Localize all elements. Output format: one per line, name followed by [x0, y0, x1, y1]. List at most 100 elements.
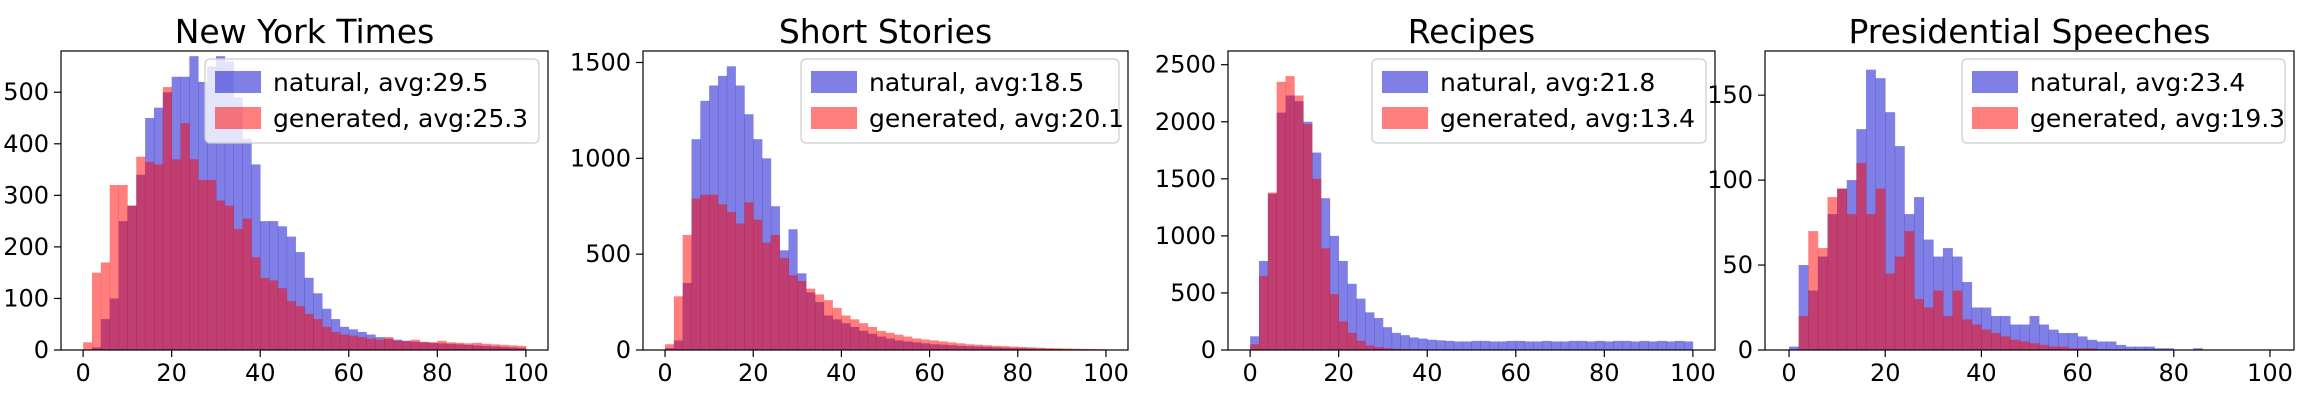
- bar-natural-3-8: [1865, 69, 1876, 350]
- bar-natural-2-49: [1684, 341, 1694, 350]
- bar-natural-2-23: [1453, 341, 1463, 350]
- bar-generated-0-12: [189, 159, 199, 350]
- bar-natural-2-33: [1542, 340, 1552, 350]
- x-tick-label: 40: [1412, 359, 1443, 387]
- bar-generated-0-32: [366, 338, 376, 350]
- bar-generated-2-6: [1303, 124, 1313, 350]
- bar-generated-0-7: [145, 161, 155, 350]
- bar-generated-1-25: [885, 332, 895, 350]
- bar-generated-1-15: [797, 281, 807, 350]
- bar-generated-1-29: [920, 339, 930, 350]
- bar-natural-3-18: [1962, 282, 1973, 350]
- bar-natural-2-41: [1613, 340, 1623, 350]
- bar-natural-0-19: [251, 164, 261, 350]
- bar-generated-0-0: [83, 342, 93, 350]
- bar-natural-3-1: [1798, 265, 1809, 350]
- bar-generated-1-24: [876, 330, 886, 350]
- y-tick-label: 1500: [570, 49, 631, 77]
- bar-natural-2-13: [1365, 312, 1375, 350]
- bar-natural-3-0: [1789, 346, 1799, 350]
- legend-label-natural: natural, avg:18.5: [869, 68, 1084, 97]
- x-tick-label: 40: [245, 359, 276, 387]
- bar-generated-2-0: [1250, 344, 1260, 350]
- bar-generated-1-0: [665, 344, 675, 350]
- bar-natural-0-23: [286, 236, 296, 350]
- bar-generated-0-43: [463, 343, 474, 350]
- y-tick-label: 1000: [1155, 222, 1216, 250]
- bar-generated-0-47: [499, 344, 509, 350]
- bar-generated-1-12: [770, 235, 780, 350]
- bar-generated-0-31: [357, 337, 367, 350]
- bar-generated-0-16: [224, 205, 234, 350]
- bar-natural-2-16: [1391, 332, 1401, 350]
- bar-generated-0-26: [313, 319, 323, 350]
- legend-label-generated: generated, avg:20.1: [869, 104, 1124, 133]
- bar-natural-3-32: [2096, 341, 2107, 350]
- bar-generated-3-27: [2048, 346, 2059, 350]
- bar-generated-3-28: [2058, 346, 2069, 350]
- bar-natural-2-20: [1427, 339, 1437, 350]
- legend-swatch-natural: [1972, 71, 2018, 93]
- bar-generated-1-1: [673, 296, 683, 350]
- chart-panel-2: 0 20 40 60 80 10005001000150020002500Recipesn…: [1155, 12, 1716, 387]
- bar-generated-0-27: [322, 326, 332, 350]
- y-tick-label: 500: [3, 78, 49, 106]
- chart-title: Recipes: [1408, 12, 1536, 51]
- y-tick-label: 2500: [1155, 51, 1216, 79]
- bar-generated-2-13: [1365, 345, 1375, 350]
- x-tick-label: 80: [1589, 359, 1620, 387]
- legend-box: [1371, 58, 1707, 144]
- chart-title: Presidential Speeches: [1848, 12, 2210, 51]
- bar-natural-2-32: [1533, 341, 1543, 350]
- bar-generated-2-15: [1382, 348, 1393, 350]
- bar-generated-2-8: [1320, 248, 1331, 350]
- bar-generated-2-1: [1258, 275, 1269, 350]
- y-tick-label: 100: [1707, 166, 1753, 194]
- bar-generated-0-38: [419, 341, 429, 350]
- bar-natural-1-8: [735, 85, 745, 350]
- bar-generated-3-31: [2087, 348, 2098, 350]
- bar-generated-1-16: [806, 288, 816, 350]
- chart-panel-3: 0 20 40 60 80 100 0 50 100 150 Presidential Speech…: [1707, 12, 2295, 387]
- bar-generated-0-25: [304, 313, 314, 350]
- bar-natural-3-31: [2087, 339, 2098, 350]
- bar-natural-2-31: [1524, 341, 1534, 350]
- bar-generated-1-39: [1008, 346, 1019, 350]
- chart-title: New York Times: [175, 12, 435, 51]
- y-tick-label: 500: [585, 240, 631, 268]
- bar-generated-0-4: [118, 185, 128, 350]
- bar-natural-3-29: [2067, 333, 2078, 350]
- bar-natural-3-22: [2000, 316, 2011, 350]
- bar-generated-1-36: [982, 345, 992, 350]
- bar-generated-3-14: [1923, 307, 1934, 350]
- bar-generated-0-34: [384, 337, 394, 350]
- bar-natural-0-17: [233, 97, 243, 351]
- y-tick-label: 300: [3, 181, 49, 209]
- bar-natural-3-26: [2039, 324, 2050, 350]
- bar-natural-2-11: [1347, 283, 1357, 350]
- bar-generated-0-8: [153, 164, 164, 350]
- y-tick-label: 100: [3, 284, 49, 312]
- bar-generated-1-2: [682, 235, 692, 350]
- bar-generated-0-14: [207, 179, 217, 350]
- legend-label-natural: natural, avg:23.4: [2030, 68, 2245, 97]
- bar-generated-0-19: [251, 257, 261, 350]
- bar-generated-2-10: [1338, 321, 1348, 350]
- bar-natural-2-45: [1648, 341, 1658, 350]
- bar-natural-3-30: [2077, 336, 2088, 350]
- bar-generated-2-9: [1329, 294, 1339, 350]
- bar-generated-0-18: [242, 218, 252, 350]
- bar-generated-1-46: [1070, 348, 1080, 350]
- legend-swatch-generated: [1382, 107, 1428, 129]
- legend-label-generated: generated, avg:13.4: [1440, 104, 1695, 133]
- legend-label-generated: generated, avg:19.3: [2030, 104, 2285, 133]
- bar-generated-0-1: [91, 272, 102, 350]
- bar-generated-3-10: [1885, 273, 1896, 350]
- bar-generated-1-22: [859, 323, 869, 350]
- bar-generated-1-10: [753, 219, 763, 350]
- y-tick-label: 2000: [1155, 108, 1216, 136]
- bar-generated-0-2: [100, 262, 110, 350]
- bar-generated-3-8: [1865, 214, 1876, 350]
- bar-generated-1-4: [700, 194, 710, 350]
- bar-generated-0-21: [269, 280, 279, 350]
